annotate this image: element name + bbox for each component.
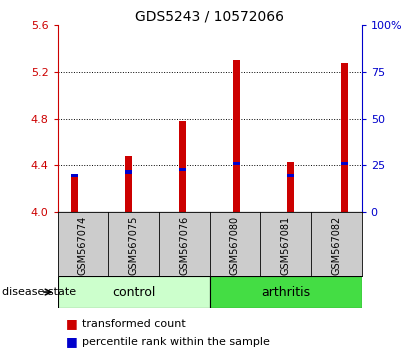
Bar xyxy=(342,63,348,212)
Bar xyxy=(125,170,132,174)
Bar xyxy=(179,168,186,171)
Text: arthritis: arthritis xyxy=(261,286,310,298)
Bar xyxy=(287,162,294,212)
Text: GSM567076: GSM567076 xyxy=(179,216,189,275)
Bar xyxy=(72,174,78,212)
Bar xyxy=(287,174,294,177)
Text: control: control xyxy=(112,286,155,298)
Text: GSM567082: GSM567082 xyxy=(331,216,341,275)
Text: GSM567081: GSM567081 xyxy=(281,216,291,275)
Text: ■: ■ xyxy=(66,318,78,330)
Text: percentile rank within the sample: percentile rank within the sample xyxy=(82,337,270,347)
Text: GSM567075: GSM567075 xyxy=(129,216,139,275)
Bar xyxy=(72,174,78,177)
Text: GSM567080: GSM567080 xyxy=(230,216,240,275)
Title: GDS5243 / 10572066: GDS5243 / 10572066 xyxy=(135,10,284,24)
Bar xyxy=(179,121,186,212)
Text: transformed count: transformed count xyxy=(82,319,186,329)
Bar xyxy=(125,156,132,212)
Bar xyxy=(210,276,362,308)
Bar xyxy=(58,276,210,308)
Text: GSM567074: GSM567074 xyxy=(78,216,88,275)
Text: disease state: disease state xyxy=(2,287,76,297)
Bar xyxy=(233,60,240,212)
Bar xyxy=(233,162,240,165)
Bar xyxy=(342,162,348,165)
Text: ■: ■ xyxy=(66,335,78,348)
